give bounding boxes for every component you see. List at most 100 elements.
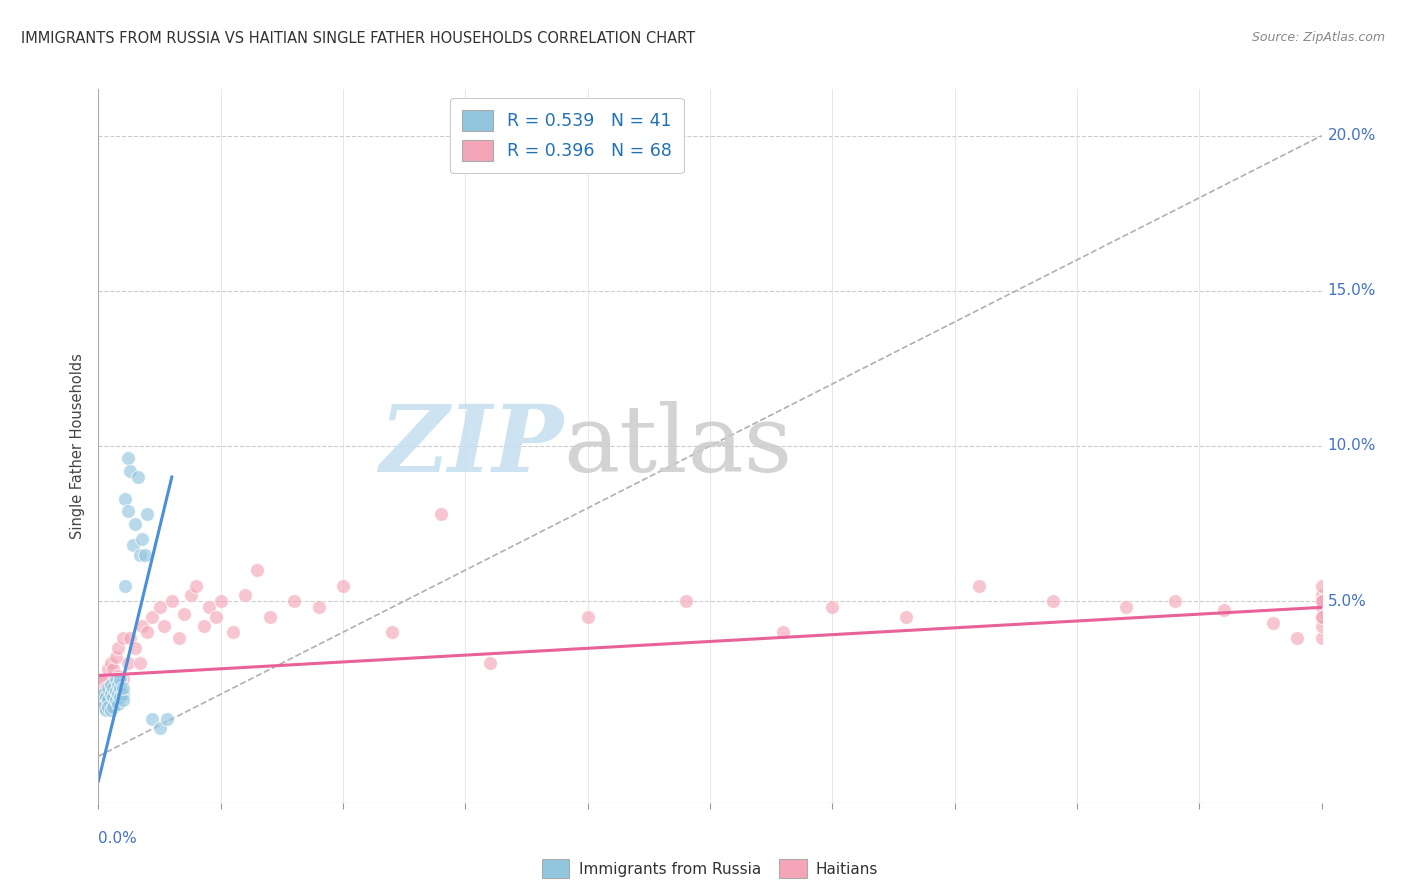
Point xyxy=(1310,579,1333,593)
Point xyxy=(153,619,176,633)
Point xyxy=(160,594,183,608)
Point xyxy=(91,693,114,707)
Point xyxy=(100,678,122,692)
Point xyxy=(97,699,120,714)
Point xyxy=(1310,632,1333,646)
Point xyxy=(1286,632,1309,646)
Point xyxy=(94,703,117,717)
Text: 15.0%: 15.0% xyxy=(1327,284,1376,298)
Point xyxy=(101,690,124,705)
Text: 10.0%: 10.0% xyxy=(1327,439,1376,453)
Point xyxy=(101,690,124,705)
Point xyxy=(111,693,134,707)
Y-axis label: Single Father Households: Single Father Households xyxy=(70,353,86,539)
Point xyxy=(90,674,112,689)
Point xyxy=(107,678,129,692)
Point xyxy=(131,619,153,633)
Point xyxy=(117,656,139,670)
Point xyxy=(121,538,143,552)
Point xyxy=(1212,603,1234,617)
Point xyxy=(129,656,152,670)
Point xyxy=(97,687,120,701)
Point xyxy=(167,632,190,646)
Point xyxy=(576,609,599,624)
Text: ZIP: ZIP xyxy=(380,401,564,491)
Text: 0.0%: 0.0% xyxy=(98,831,138,847)
Point xyxy=(107,640,129,655)
Point xyxy=(94,690,117,705)
Point xyxy=(209,594,232,608)
Point xyxy=(91,687,114,701)
Point xyxy=(308,600,330,615)
Point xyxy=(332,579,354,593)
Point xyxy=(149,600,172,615)
Text: atlas: atlas xyxy=(564,401,793,491)
Point xyxy=(97,662,120,676)
Point xyxy=(107,668,129,682)
Point xyxy=(111,632,134,646)
Point xyxy=(120,632,142,646)
Point xyxy=(101,699,124,714)
Point xyxy=(117,451,139,466)
Point xyxy=(111,687,134,701)
Point xyxy=(97,693,120,707)
Point xyxy=(101,681,124,695)
Point xyxy=(156,712,179,726)
Text: IMMIGRANTS FROM RUSSIA VS HAITIAN SINGLE FATHER HOUSEHOLDS CORRELATION CHART: IMMIGRANTS FROM RUSSIA VS HAITIAN SINGLE… xyxy=(21,31,695,46)
Text: 5.0%: 5.0% xyxy=(1327,594,1367,608)
Point xyxy=(1310,609,1333,624)
Point xyxy=(136,508,159,522)
Point xyxy=(94,681,117,695)
Point xyxy=(1115,600,1137,615)
Point xyxy=(131,532,153,546)
Point xyxy=(129,548,152,562)
Point xyxy=(1310,619,1333,633)
Point xyxy=(100,656,122,670)
Point xyxy=(821,600,844,615)
Point xyxy=(186,579,208,593)
Point xyxy=(1310,594,1333,608)
Point xyxy=(381,625,404,640)
Point xyxy=(107,697,129,711)
Point xyxy=(91,672,114,686)
Point xyxy=(197,600,219,615)
Point xyxy=(233,588,256,602)
Point xyxy=(117,504,139,518)
Point xyxy=(136,625,159,640)
Point xyxy=(110,681,132,695)
Point xyxy=(173,607,195,621)
Point xyxy=(180,588,202,602)
Point xyxy=(675,594,697,608)
Point xyxy=(101,662,124,676)
Point xyxy=(1310,588,1333,602)
Point xyxy=(110,672,132,686)
Point xyxy=(90,693,112,707)
Point xyxy=(478,656,501,670)
Point xyxy=(222,625,245,640)
Point xyxy=(1310,594,1333,608)
Text: 20.0%: 20.0% xyxy=(1327,128,1376,144)
Point xyxy=(141,609,163,624)
Point xyxy=(283,594,305,608)
Point xyxy=(104,684,127,698)
Point xyxy=(94,699,117,714)
Point xyxy=(134,548,156,562)
Point xyxy=(104,693,127,707)
Point xyxy=(246,563,269,577)
Point xyxy=(100,678,122,692)
Point xyxy=(90,687,112,701)
Point xyxy=(1164,594,1187,608)
Point xyxy=(124,516,146,531)
Point xyxy=(1261,615,1284,630)
Point xyxy=(91,699,114,714)
Point xyxy=(114,491,136,506)
Point xyxy=(114,579,136,593)
Point xyxy=(100,687,122,701)
Point xyxy=(1310,609,1333,624)
Point xyxy=(110,678,132,692)
Point xyxy=(111,672,134,686)
Point xyxy=(193,619,215,633)
Point xyxy=(97,681,120,695)
Point xyxy=(894,609,917,624)
Point xyxy=(104,672,127,686)
